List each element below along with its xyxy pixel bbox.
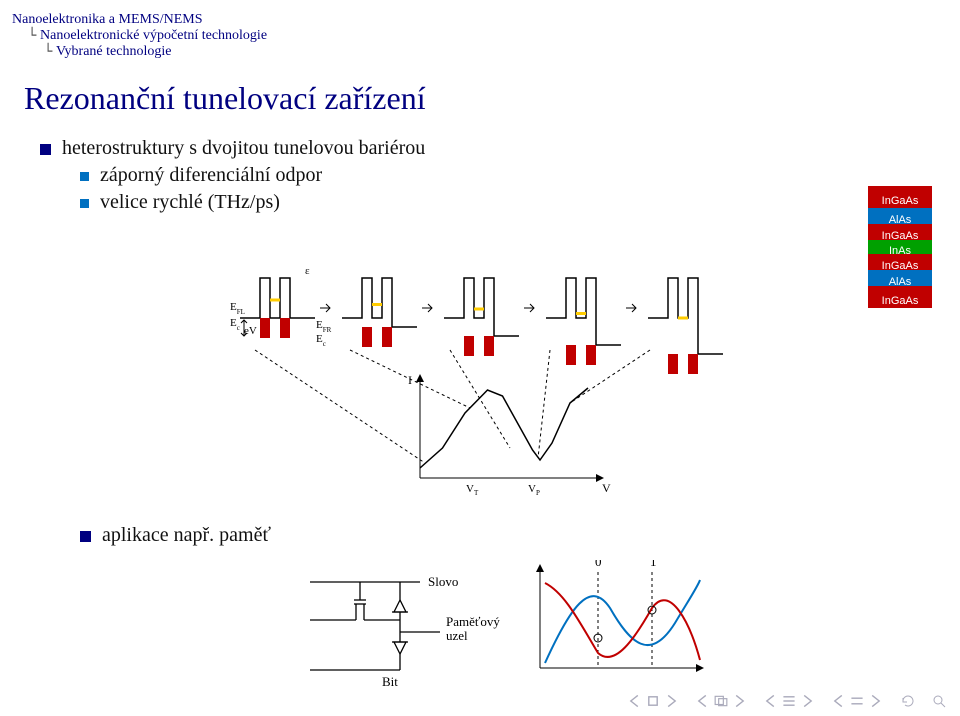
nav-search[interactable] xyxy=(932,694,946,708)
svg-text:1: 1 xyxy=(650,560,657,569)
svg-text:VT: VT xyxy=(466,483,479,497)
svg-text:V: V xyxy=(602,481,611,495)
svg-text:Bit: Bit xyxy=(382,674,398,689)
svg-text:VP: VP xyxy=(528,483,540,497)
svg-text:Paměťový: Paměťový xyxy=(446,614,500,629)
svg-text:Ec: Ec xyxy=(316,333,326,348)
page-title: Rezonanční tunelovací zařízení xyxy=(0,60,960,131)
svg-text:Ec: Ec xyxy=(230,317,240,332)
layer-stack: InGaAsAlAsInGaAsInAsInGaAsAlAsInGaAs xyxy=(868,186,932,308)
svg-text:eV: eV xyxy=(244,325,257,337)
bullet-hetero: heterostruktury s dvojitou tunelovou bar… xyxy=(40,137,940,214)
nav-subsection[interactable] xyxy=(696,694,746,708)
memory-figure: Slovo Paměťový uzel Bit 0 1 xyxy=(300,560,720,680)
bullet-ndr: záporný diferenciální odpor xyxy=(80,164,940,187)
content: heterostruktury s dvojitou tunelovou bar… xyxy=(0,137,960,214)
bullet-speed: velice rychlé (THz/ps) xyxy=(80,191,940,214)
breadcrumb-l3: Vybrané technologie xyxy=(56,44,171,60)
svg-text:uzel: uzel xyxy=(446,628,468,643)
breadcrumb-l1: Nanoelektronika a MEMS/NEMS xyxy=(12,12,203,28)
content-2: aplikace např. paměť xyxy=(40,518,291,553)
slide-nav xyxy=(628,694,946,708)
stack-layer: InGaAs xyxy=(868,186,932,208)
band-diagram-figure: EFL Ec eV ε EFR Ec I V VT VP xyxy=(230,268,750,498)
breadcrumb-l2: Nanoelektronické výpočetní technologie xyxy=(40,28,267,44)
svg-text:EFR: EFR xyxy=(316,319,332,334)
breadcrumb: Nanoelektronika a MEMS/NEMS └Nanoelektro… xyxy=(0,0,960,60)
nav-doc[interactable] xyxy=(832,694,882,708)
nav-frame[interactable] xyxy=(628,694,678,708)
svg-text:0: 0 xyxy=(595,560,602,569)
nav-section[interactable] xyxy=(764,694,814,708)
svg-text:ε: ε xyxy=(305,268,310,277)
nav-back[interactable] xyxy=(900,694,914,708)
svg-text:Slovo: Slovo xyxy=(428,574,458,589)
bullet-application: aplikace např. paměť xyxy=(80,524,271,547)
svg-text:EFL: EFL xyxy=(230,301,245,316)
stack-layer: InGaAs xyxy=(868,286,932,308)
